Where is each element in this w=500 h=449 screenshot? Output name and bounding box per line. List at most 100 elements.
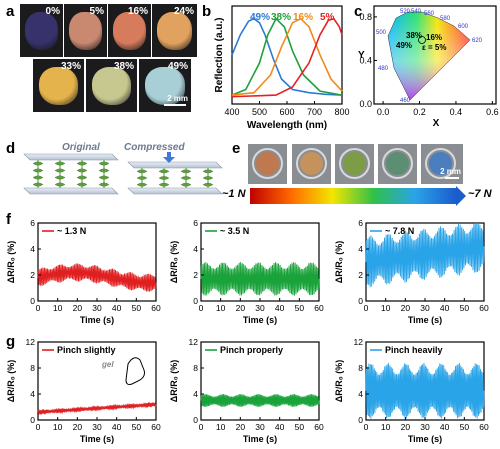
- legend-label: ~ 7.8 N: [385, 226, 414, 236]
- y-axis-label: ΔR/R₀ (%): [6, 360, 16, 403]
- series-line-2: [231, 17, 343, 96]
- dish-sample: [386, 152, 409, 175]
- x-tick-label: 20: [236, 422, 246, 432]
- plot-frame: [37, 222, 157, 302]
- spring-coil: [32, 175, 44, 180]
- top-plate-compressed: [127, 161, 223, 169]
- y-tick-label: 4: [358, 244, 363, 254]
- y-tick-label: 12: [26, 337, 36, 347]
- spring-coil: [32, 168, 44, 173]
- y-tick-label: 8: [30, 363, 35, 373]
- dish-sample: [300, 152, 323, 175]
- y-tick-label: 4: [358, 389, 363, 399]
- signal-trace: [37, 263, 157, 292]
- force-min-label: ~1 N: [222, 188, 246, 200]
- point-label-49: 49%: [396, 41, 412, 50]
- photo-sample: [39, 67, 78, 105]
- y-tick-label: 0: [193, 415, 198, 425]
- photo-0: 0%: [20, 4, 63, 57]
- spring-coil: [136, 182, 148, 187]
- x-tick-label: 40: [112, 303, 122, 313]
- panel-label-d: d: [6, 140, 16, 157]
- reflection-spectra-chart: 400 500 600 700 800 49% 38% 16% 5% Wavelengt…: [214, 5, 350, 130]
- spring-coil: [98, 161, 110, 166]
- spring-coil: [202, 176, 214, 180]
- y-tick-label: 0: [30, 296, 35, 306]
- x-tick-label: 50: [295, 422, 305, 432]
- y-tick-label: 4: [30, 389, 35, 399]
- y-tick-label: 12: [189, 337, 199, 347]
- force-plot-0: ~ 1.3 N 0 10 20 30 40 50 60 0 2 4 6 Time (s) ΔR/R₀ (%…: [6, 218, 161, 325]
- locus-620: 620: [472, 38, 483, 44]
- spring-coil: [54, 161, 66, 166]
- strain-label: 49%: [167, 61, 188, 72]
- photo-5: 38%: [86, 59, 137, 112]
- x-tick-label: 30: [92, 303, 102, 313]
- photo-sample: [157, 12, 192, 50]
- scale-bar-label: 2 mm: [440, 167, 461, 176]
- x-tick-label: 30: [92, 422, 102, 432]
- y-tick-label: 8: [193, 363, 198, 373]
- y-tick-label: 2: [30, 270, 35, 280]
- locus-540: 540: [411, 9, 422, 15]
- x-tick-label: 60: [314, 303, 324, 313]
- force-plot-2: ~ 7.8 N 0 10 20 30 40 50 60 0 2 4 6 Time (s) ΔR/R₀ (%…: [334, 218, 489, 325]
- point-label-16: 16%: [426, 33, 442, 42]
- x-tick-label: 50: [132, 422, 142, 432]
- x-tick-label: 50: [460, 303, 470, 313]
- photo-sample: [113, 12, 146, 50]
- x-axis-label: Time (s): [243, 315, 277, 325]
- legend-label: ~ 1.3 N: [57, 226, 86, 236]
- point-label-5: ε = 5%: [422, 43, 446, 52]
- y-tick-label: 6: [358, 218, 363, 228]
- photo-3: 24%: [152, 4, 197, 57]
- spring-coil: [32, 182, 44, 187]
- photo-sample: [92, 67, 131, 105]
- force-plot-1: ~ 3.5 N 0 10 20 30 40 50 60 0 2 4 6 Time (s) ΔR/R₀ (%…: [169, 218, 324, 325]
- spring-coil: [180, 169, 192, 174]
- x-tick-label: 700: [307, 107, 322, 117]
- y-tick-label: 4: [30, 244, 35, 254]
- locus-500: 500: [376, 30, 387, 36]
- pinch-plot-0: Pinch slightly 0 10 20 30 40 50 60 0 4 8 12 Time (s)…: [6, 337, 161, 444]
- x-tick-label: 60: [479, 303, 489, 313]
- series-line-3: [231, 17, 343, 98]
- y-axis-label: ΔR/R₀ (%): [169, 241, 179, 284]
- series-line-0: [231, 17, 343, 96]
- scale-bar: [445, 177, 459, 179]
- x-tick-label: 0: [36, 303, 41, 313]
- cie-chromaticity-chart: 520 540 560 580 600 620 500 480 460 38% …: [358, 5, 499, 129]
- locus-580: 580: [440, 16, 451, 22]
- y-tick-label: 0.4: [359, 55, 372, 65]
- x-tick-label: 10: [381, 303, 391, 313]
- photo-4: 33%: [33, 59, 84, 112]
- panel-label-c: c: [354, 3, 363, 20]
- y-tick-label: 2: [358, 270, 363, 280]
- legend-49: 49%: [250, 12, 270, 23]
- x-tick-label: 50: [295, 303, 305, 313]
- x-tick-label: 40: [112, 422, 122, 432]
- y-axis-label: ΔR/R₀ (%): [169, 360, 179, 403]
- scale-bar: [164, 104, 186, 106]
- locus-560: 560: [424, 11, 435, 17]
- dish-sample: [429, 152, 452, 175]
- x-axis-label: Wavelength (nm): [247, 120, 327, 130]
- dish-3: [335, 144, 374, 184]
- x-tick-label: 10: [216, 303, 226, 313]
- y-tick-label: 0.8: [359, 12, 372, 22]
- y-axis-label: Y: [358, 50, 365, 61]
- strain-label: 16%: [127, 6, 148, 17]
- gel-label: gel: [101, 360, 114, 369]
- force-max-label: ~7 N: [468, 188, 492, 200]
- x-tick-label: 60: [151, 422, 161, 432]
- bottom-plate-compressed: [127, 187, 223, 195]
- x-tick-label: 0: [364, 303, 369, 313]
- plot-frame: [373, 5, 497, 105]
- photo-1: 5%: [64, 4, 107, 57]
- x-tick-label: 400: [224, 107, 239, 117]
- dish-sample: [256, 152, 279, 175]
- x-tick-label: 40: [275, 422, 285, 432]
- x-tick-label: 50: [460, 422, 470, 432]
